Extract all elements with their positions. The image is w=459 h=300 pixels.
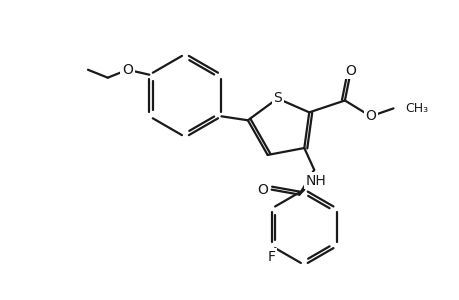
Text: NH: NH: [305, 174, 326, 188]
Text: S: S: [273, 92, 281, 106]
Text: CH₃: CH₃: [404, 102, 427, 115]
Text: O: O: [364, 109, 375, 123]
Text: O: O: [256, 183, 267, 196]
Text: O: O: [122, 63, 133, 77]
Text: O: O: [345, 64, 356, 78]
Text: F: F: [267, 250, 275, 264]
